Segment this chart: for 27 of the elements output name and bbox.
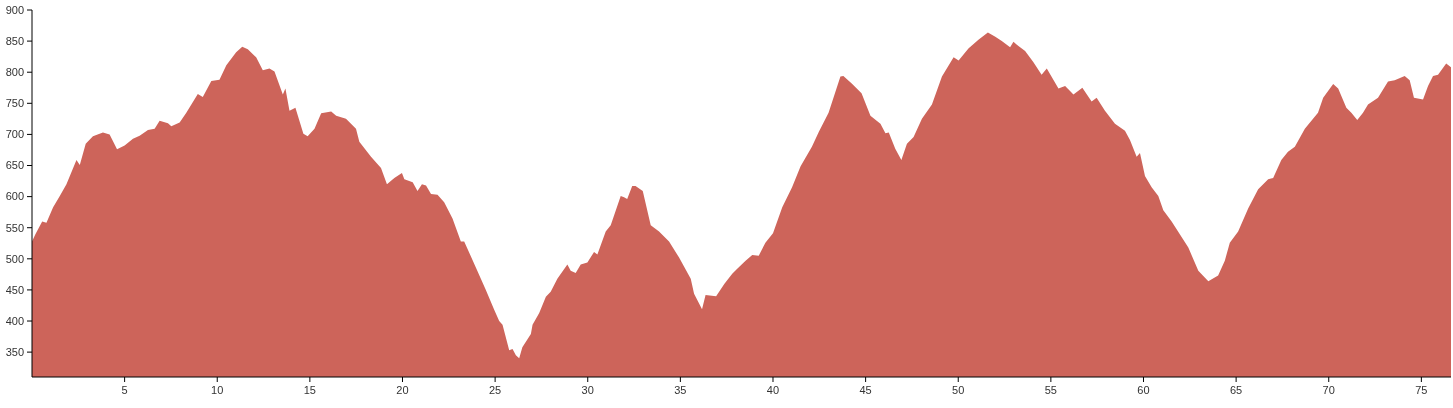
x-tick-label: 35 bbox=[674, 384, 687, 396]
x-tick-label: 20 bbox=[396, 384, 409, 396]
x-tick-label: 30 bbox=[581, 384, 594, 396]
x-tick-label: 45 bbox=[859, 384, 872, 396]
y-tick-label: 800 bbox=[5, 66, 24, 79]
x-tick-label: 40 bbox=[766, 384, 780, 396]
y-tick-label: 450 bbox=[5, 283, 24, 296]
y-tick-label: 900 bbox=[5, 3, 24, 16]
x-tick-label: 25 bbox=[489, 384, 502, 396]
y-tick-label: 400 bbox=[5, 314, 24, 327]
y-tick-label: 350 bbox=[5, 345, 24, 358]
x-tick-label: 10 bbox=[211, 384, 224, 396]
x-tick-label: 60 bbox=[1137, 384, 1150, 396]
x-tick-label: 50 bbox=[952, 384, 965, 396]
y-tick-label: 600 bbox=[5, 190, 24, 203]
y-tick-label: 550 bbox=[5, 221, 24, 234]
x-tick-label: 65 bbox=[1229, 384, 1243, 396]
x-tick-label: 70 bbox=[1322, 384, 1335, 396]
x-tick-label: 75 bbox=[1415, 384, 1428, 396]
y-tick-label: 850 bbox=[5, 34, 24, 47]
x-tick-label: 55 bbox=[1044, 384, 1057, 396]
y-tick-label: 500 bbox=[5, 252, 24, 265]
x-tick-label: 15 bbox=[303, 384, 316, 396]
x-tick-label: 5 bbox=[121, 384, 128, 396]
y-tick-label: 750 bbox=[5, 97, 24, 110]
y-tick-label: 700 bbox=[5, 128, 24, 141]
y-tick-label: 650 bbox=[5, 159, 24, 172]
